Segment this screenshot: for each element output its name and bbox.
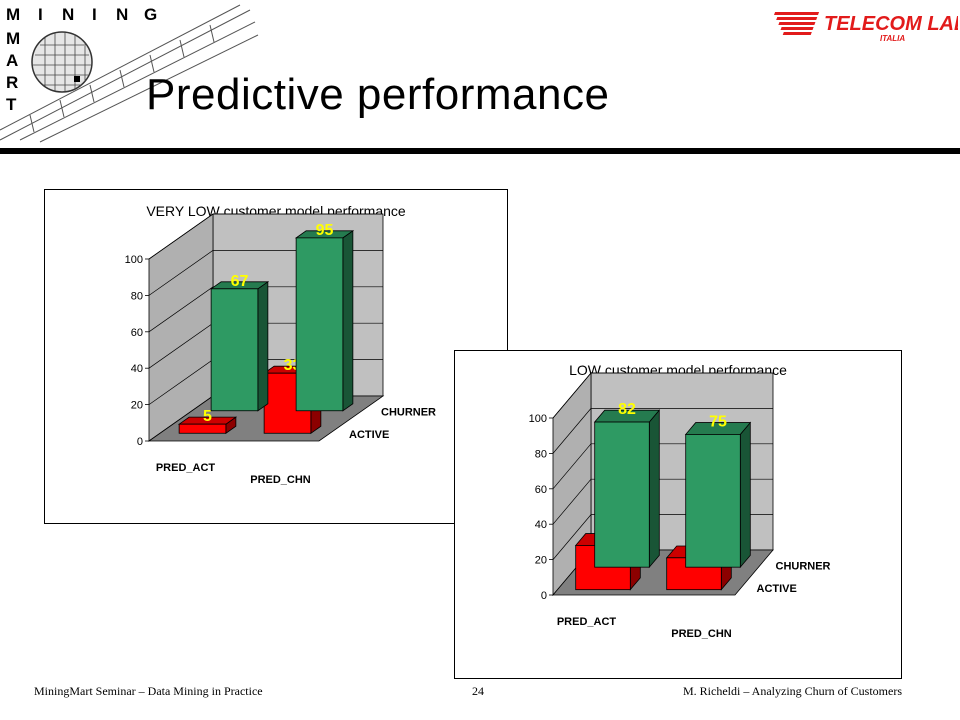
series-label: ACTIVE [349, 429, 389, 441]
logo-letter: M [6, 29, 20, 48]
gridline [552, 372, 773, 419]
bar [295, 237, 344, 412]
logo-letter: G [144, 5, 157, 24]
y-tick-label: 40 [535, 519, 547, 531]
gridline [148, 213, 383, 260]
logo-subtext: ITALIA [880, 34, 905, 43]
logo-letter: I [92, 5, 97, 24]
logo-letter: M [6, 5, 20, 24]
series-label: ACTIVE [757, 583, 797, 595]
y-tick-label: 100 [529, 413, 547, 425]
slide-title: Predictive performance [146, 70, 610, 119]
miningmart-logo: M I N I N G M A R T [0, 0, 260, 150]
logo-letter: R [6, 73, 18, 92]
footer-left: MiningMart Seminar – Data Mining in Prac… [34, 684, 263, 698]
series-label: CHURNER [381, 406, 436, 418]
chart-very-low: VERY LOW customer model performance02040… [125, 203, 436, 486]
y-tick-label: 40 [131, 363, 143, 375]
gridline [552, 408, 773, 454]
series-label: CHURNER [776, 560, 831, 572]
data-label: 75 [709, 414, 727, 431]
bar [594, 421, 650, 568]
data-label: 82 [618, 401, 636, 418]
data-label: 95 [316, 222, 334, 239]
bar [178, 423, 227, 434]
category-label: PRED_CHN [250, 474, 311, 486]
y-tick-label: 60 [131, 327, 143, 339]
bar-side [648, 409, 660, 569]
y-tick-label: 80 [131, 290, 143, 302]
data-label: 5 [203, 408, 212, 425]
y-tick-label: 60 [535, 484, 547, 496]
logo-letter: N [116, 5, 128, 24]
y-tick-label: 0 [137, 436, 143, 448]
telecom-lab-logo: TELECOM LAB ITALIA [773, 12, 958, 43]
y-tick-label: 80 [535, 448, 547, 460]
y-tick-label: 20 [535, 555, 547, 567]
title-divider [0, 148, 960, 154]
bar-side [257, 281, 269, 412]
bar-side [342, 230, 354, 412]
logo-text: TELECOM LAB [824, 13, 958, 35]
footer-right: M. Richeldi – Analyzing Churn of Custome… [683, 684, 902, 698]
logo-letter: A [6, 51, 18, 70]
y-tick-label: 100 [125, 254, 143, 266]
logo-letter: N [62, 5, 74, 24]
bar-side [739, 421, 751, 569]
category-label: PRED_CHN [671, 628, 732, 640]
y-tick-label: 0 [541, 590, 547, 602]
bar [685, 434, 741, 568]
chart-panel-low: LOW customer model performance 0 20 40 60 80 1… [454, 350, 902, 679]
logo-letter: I [38, 5, 43, 24]
logo-letter: T [6, 95, 17, 114]
chart-low: LOW customer model performance0204060801… [529, 362, 831, 640]
category-label: PRED_ACT [557, 616, 617, 628]
bar [210, 288, 259, 412]
page-number: 24 [472, 684, 484, 698]
y-tick-label: 20 [131, 400, 143, 412]
category-label: PRED_ACT [156, 462, 216, 474]
data-label: 67 [231, 273, 249, 290]
chart-panel-very-low: VERY LOW customer model performance 0 20 40… [44, 189, 508, 524]
